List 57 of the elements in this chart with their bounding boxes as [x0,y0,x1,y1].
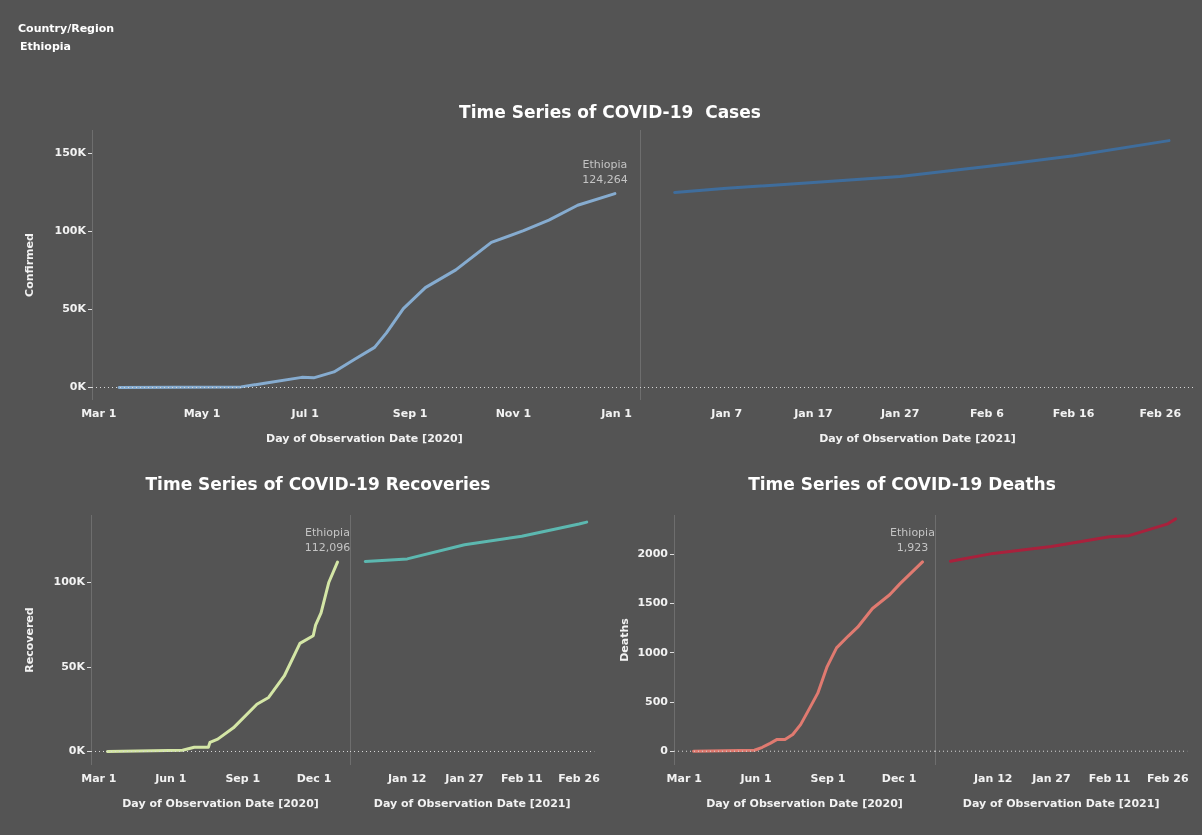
x-tick-label: Sep 1 [810,772,846,786]
x-tick-label: Sep 1 [392,407,428,421]
x-axis-title: Day of Observation Date [2021] [819,432,1016,446]
x-tick-label: Sep 1 [225,772,261,786]
y-tick-label: 100K [54,224,87,238]
x-axis-title: Day of Observation Date [2021] [962,797,1160,811]
y-tick-label: 50K [62,302,87,316]
y-tick-label: 0 [660,744,669,758]
text: Ethiopia [19,39,72,55]
x-tick-label: Mar 1 [81,772,117,786]
y-tick-label: 100K [53,575,86,589]
y-tick-label: 0K [68,744,86,758]
annotation: Ethiopia 1,923 [890,526,935,555]
x-tick-label: Feb 11 [501,772,543,786]
x-tick-label: Jun 1 [739,772,772,786]
x-tick-label: Feb 26 [558,772,601,786]
x-tick-label: Mar 1 [666,772,702,786]
x-tick-label: Dec 1 [296,772,332,786]
annotation: Ethiopia 112,096 [304,526,351,555]
y-tick-label: 150K [54,146,87,160]
y-axis-title: Deaths [618,617,632,662]
x-tick-label: Feb 26 [1139,407,1182,421]
x-tick-label: Jan 7 [710,407,743,421]
y-tick-label: 1000 [637,645,669,659]
x-axis-title: Day of Observation Date [2020] [266,432,463,446]
x-tick-label: Jan 1 [600,407,633,421]
chart-title: Time Series of COVID-19 Deaths [747,474,1057,494]
x-tick-label: Jan 27 [1031,772,1071,786]
x-tick-label: Jan 27 [444,772,484,786]
x-tick-label: Jan 12 [387,772,427,786]
y-tick-label: 1500 [637,596,669,610]
x-tick-label: Feb 6 [969,407,1005,421]
chart-title: Time Series of COVID-19 Cases [458,102,762,122]
x-tick-label: Feb 16 [1052,407,1095,421]
x-tick-label: Jun 1 [154,772,187,786]
y-tick-label: 0K [69,380,87,394]
x-tick-label: Mar 1 [81,407,117,421]
y-axis-title: Recovered [23,607,37,673]
y-tick-label: 500 [645,694,669,708]
x-axis-title: Day of Observation Date [2020] [706,797,903,811]
x-tick-label: Jan 17 [793,407,833,421]
x-tick-label: Jul 1 [290,407,319,421]
x-tick-label: Jan 12 [972,772,1013,786]
x-tick-label: Nov 1 [495,407,532,421]
x-tick-label: Feb 26 [1147,772,1189,786]
x-tick-label: Feb 11 [1088,772,1131,786]
x-tick-label: Dec 1 [881,772,917,786]
x-tick-label: Jan 27 [879,407,920,421]
annotation: Ethiopia 124,264 [582,157,628,186]
x-axis-title: Day of Observation Date [2021] [373,797,571,811]
chart-title: Time Series of COVID-19 Recoveries [144,474,492,494]
x-axis-title: Day of Observation Date [2020] [122,797,319,811]
y-tick-label: 2000 [637,547,669,561]
y-tick-label: 50K [61,659,86,673]
x-tick-label: May 1 [183,407,221,421]
text: Country/Region [18,21,115,37]
y-axis-title: Confirmed [23,233,37,297]
